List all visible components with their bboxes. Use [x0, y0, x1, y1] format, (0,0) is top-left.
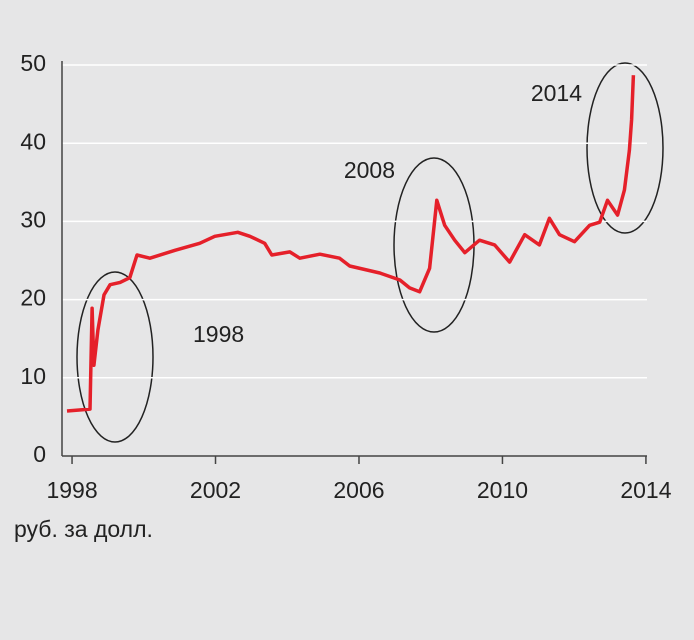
x-tick-label: 2002 [190, 477, 241, 503]
y-tick-label: 0 [33, 441, 46, 467]
y-tick-label: 10 [20, 363, 46, 389]
x-tick-label: 2014 [620, 477, 671, 503]
y-tick-label: 30 [20, 206, 46, 232]
y-tick-label: 40 [20, 128, 46, 154]
ellipse-2008 [393, 157, 475, 333]
plot: 0 10 20 30 40 50 1998 2002 2006 2010 2014 1998 2008 2… [20, 50, 671, 503]
ellipse-1998 [76, 271, 154, 443]
x-tick-label: 1998 [46, 477, 97, 503]
y-axis-label: руб. за долл. [14, 516, 153, 542]
annotation: 2014 [531, 80, 582, 106]
ellipse-2014 [586, 62, 664, 234]
y-tick-label: 50 [20, 50, 46, 76]
line [66, 75, 636, 413]
x-tick-label: 2010 [477, 477, 528, 503]
annotation: 1998 [193, 321, 244, 347]
x-tick-label: 2006 [333, 477, 384, 503]
annotation: 2008 [344, 157, 395, 183]
y-tick-label: 20 [20, 285, 46, 311]
